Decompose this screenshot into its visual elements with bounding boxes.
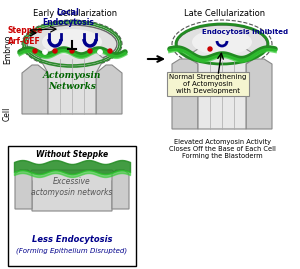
Polygon shape	[246, 59, 272, 129]
Ellipse shape	[42, 29, 102, 55]
Text: Actomyosin
Networks: Actomyosin Networks	[43, 71, 101, 91]
Polygon shape	[15, 170, 32, 209]
Polygon shape	[172, 59, 198, 129]
Text: Excessive
actomyosin networks: Excessive actomyosin networks	[31, 177, 113, 197]
Text: Elevated Actomyosin Activity
Closes Off the Base of Each Cell
Forming the Blasto: Elevated Actomyosin Activity Closes Off …	[169, 139, 275, 159]
Polygon shape	[22, 65, 48, 114]
Text: Embryo: Embryo	[3, 34, 12, 64]
Polygon shape	[190, 49, 254, 129]
Text: Cell: Cell	[3, 107, 12, 121]
Circle shape	[108, 49, 112, 53]
Ellipse shape	[27, 25, 117, 63]
Text: Less Endocytosis: Less Endocytosis	[32, 235, 112, 243]
Circle shape	[53, 49, 57, 53]
Polygon shape	[28, 170, 116, 211]
Ellipse shape	[177, 25, 267, 63]
Circle shape	[70, 49, 74, 53]
Text: Late Cellularization: Late Cellularization	[184, 9, 266, 18]
Text: Normal Strengthening
of Actomyosin
with Development: Normal Strengthening of Actomyosin with …	[169, 74, 247, 94]
Circle shape	[208, 47, 212, 51]
Text: Without Steppke: Without Steppke	[36, 150, 108, 159]
Text: Endocytosis inhibited: Endocytosis inhibited	[202, 29, 288, 35]
Circle shape	[98, 49, 103, 55]
Text: Local
Endocytosis: Local Endocytosis	[42, 8, 94, 27]
Ellipse shape	[192, 29, 252, 55]
Text: Steppke
Arf-GEF: Steppke Arf-GEF	[8, 26, 44, 46]
Circle shape	[88, 49, 92, 53]
Text: (Forming Epithelium Disrupted): (Forming Epithelium Disrupted)	[16, 248, 128, 254]
Polygon shape	[40, 52, 104, 114]
Polygon shape	[96, 65, 122, 114]
Circle shape	[43, 49, 47, 55]
Polygon shape	[112, 170, 129, 209]
FancyBboxPatch shape	[8, 146, 136, 266]
Text: Early Cellularization: Early Cellularization	[33, 9, 117, 18]
Circle shape	[33, 49, 37, 53]
